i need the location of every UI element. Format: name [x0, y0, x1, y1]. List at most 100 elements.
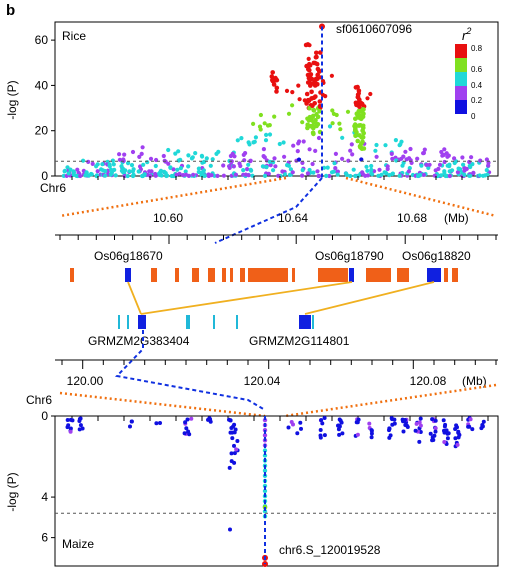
rice-snp-point [305, 80, 311, 85]
maize-snp-point [184, 426, 189, 431]
maize-snp-point [262, 483, 268, 489]
rice-snp-point [350, 152, 355, 157]
maize-snp-point [369, 435, 374, 440]
rice-snp-point [300, 168, 305, 173]
rice-y-axis-label: -log (P) [5, 80, 19, 119]
rice-snp-point [215, 173, 220, 178]
rice-snp-point [149, 169, 154, 174]
rice-snp-point [251, 121, 256, 126]
rice-snp-point [313, 148, 318, 153]
maize-snp-point [229, 426, 234, 430]
maize-plot-frame [54, 415, 499, 567]
rice-snp-point [427, 162, 432, 167]
maize-gene [236, 315, 238, 329]
rice-snp-point [239, 136, 244, 141]
rice-snp-point [282, 154, 287, 159]
maize-axis-tick-label: 120.00 [67, 374, 104, 388]
rice-snp-point [322, 165, 327, 170]
rice-snp-point [71, 172, 76, 177]
rice-snp-point [209, 173, 214, 178]
rice-snp-point [290, 170, 295, 175]
rice-gene-os06g18790 [349, 268, 354, 282]
rice-lead-zoom-line [214, 177, 323, 244]
rice-snp-point [61, 173, 66, 178]
rice-snp-point [447, 173, 452, 179]
rice-snp-point [249, 168, 254, 173]
maize-snp-point [262, 468, 268, 473]
rice-snp-point [401, 154, 406, 159]
maize-snp-point [392, 421, 397, 426]
rice-snp-point [200, 154, 205, 159]
rice-snp-point [168, 165, 173, 170]
rice-snp-point [120, 166, 125, 171]
rice-snp-point [269, 74, 275, 79]
rice-snp-point [359, 157, 364, 162]
maize-snp-point [185, 417, 190, 422]
rice-snp-point [364, 164, 369, 169]
rice-snp-point [450, 168, 455, 173]
rice-snp-point [357, 104, 362, 109]
rice-snp-point [201, 173, 207, 178]
rice-plot-frame [54, 21, 499, 177]
rice-snp-point [109, 170, 114, 175]
rice-snp-point [486, 163, 491, 168]
maize-gene-track [118, 315, 314, 329]
rice-snp-point [66, 171, 71, 176]
rice-snp-point [313, 55, 319, 60]
rice-snp-point [178, 166, 183, 171]
rice-snp-point [303, 42, 309, 48]
maize-snp-point [480, 424, 485, 429]
rice-snp-point [331, 111, 336, 116]
rice-snp-point [190, 155, 195, 160]
rice-snp-point [183, 169, 188, 174]
rice-snp-point [148, 173, 153, 178]
maize-lead-zoom-line [114, 330, 266, 411]
rice-snp-point [264, 165, 269, 170]
rice-snp-point [308, 72, 314, 77]
rice-snp-point [311, 113, 316, 119]
rice-snp-point [274, 89, 279, 94]
maize-snp-point [337, 432, 342, 437]
maize-snp-point [318, 428, 323, 432]
rice-snp-point [314, 82, 320, 87]
maize-gene [118, 315, 120, 329]
maize-axis-unit: (Mb) [462, 374, 487, 388]
rice-snp-point [274, 85, 280, 91]
rice-snp-point [360, 170, 365, 175]
rice-snp-point [208, 163, 213, 168]
rice-snp-point [439, 149, 444, 155]
rice-snp-point [351, 167, 356, 172]
rice-snp-point [397, 173, 402, 178]
rice-snp-point [175, 167, 180, 172]
rice-snp-point [232, 154, 237, 159]
rice-snp-point [452, 160, 457, 166]
maize-snp-point [298, 420, 303, 425]
rice-snp-point [186, 153, 191, 158]
rice-snp-point [317, 108, 322, 114]
maize-chrom-label: Chr6 [26, 393, 52, 407]
rice-gene [248, 268, 288, 282]
rice-snp-point [478, 158, 483, 163]
rice-snp-point [315, 169, 320, 174]
rice-snp-point [288, 167, 293, 172]
rice-snp-point [281, 140, 286, 145]
maize-zoom-line-right [284, 383, 497, 418]
rice-snp-point [81, 158, 86, 163]
rice-snp-point [340, 135, 345, 140]
rice-snp-point [204, 156, 209, 161]
rice-snp-point [422, 147, 427, 152]
maize-snp-point [417, 420, 422, 425]
rice-snp-point [382, 170, 387, 175]
rice-snp-point [246, 162, 251, 167]
maize-snp-point [286, 425, 291, 430]
rice-snp-point [103, 169, 108, 174]
rice-snp-point [117, 152, 122, 157]
rice-snp-point [290, 103, 295, 108]
maize-snp-point [229, 451, 234, 456]
maize-y-tick-label: 4 [41, 490, 48, 504]
rice-snp-point [385, 166, 390, 172]
rice-snp-point [406, 169, 411, 174]
rice-snp-point [316, 135, 322, 141]
rice-gene [240, 268, 245, 282]
